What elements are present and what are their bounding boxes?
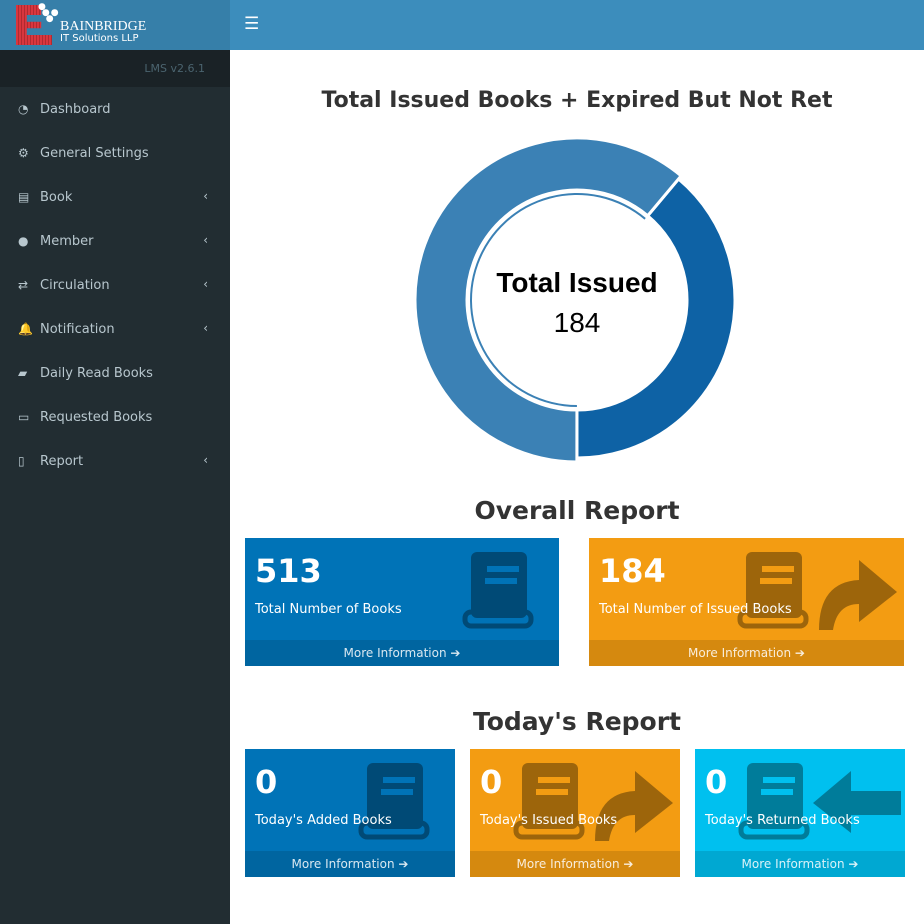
today-stat-box: 0 Today's Issued Books More Information ➔ [470, 749, 680, 877]
book-icon [358, 763, 430, 840]
todays-report-title: Today's Report [473, 707, 681, 736]
book-icon: ▤ [18, 190, 30, 204]
version-label: LMS v2.6.1 [0, 50, 230, 87]
book-icon [462, 552, 534, 629]
book-icon [738, 763, 810, 840]
chart-title: Total Issued Books + Expired But Not Ret [321, 88, 833, 113]
sidebar-item-general-settings[interactable]: ⚙ General Settings [0, 131, 230, 175]
sidebar-item-label: Daily Read Books [40, 365, 153, 381]
sidebar-item-report[interactable]: ▯ Report ‹ [0, 439, 230, 483]
sidebar: LMS v2.6.1 ◔ Dashboard ⚙ General Settings ▤ B… [0, 50, 230, 924]
sidebar-item-label: Book [40, 189, 73, 205]
more-information-link[interactable]: More Information ➔ [695, 851, 905, 877]
chevron-left-icon: ‹ [203, 189, 208, 203]
donut-center-value: 184 [554, 307, 601, 338]
stat-value: 0 [705, 763, 728, 801]
sidebar-item-label: Requested Books [40, 409, 153, 425]
more-information-link[interactable]: More Information ➔ [245, 851, 455, 877]
today-stat-box: 0 Today's Returned Books More Information … [695, 749, 905, 877]
arrow-circle-right-icon: ➔ [623, 857, 634, 871]
sidebar-item-label: General Settings [40, 145, 149, 161]
sidebar-item-label: Dashboard [40, 101, 111, 117]
sidebar-item-notification[interactable]: 🔔 Notification ‹ [0, 307, 230, 351]
chevron-left-icon: ‹ [203, 233, 208, 247]
sidebar-item-daily-read-books[interactable]: ▰ Daily Read Books [0, 351, 230, 395]
dashboard-icon: ◔ [18, 102, 29, 116]
more-information-link[interactable]: More Information ➔ [245, 640, 559, 666]
issued-donut-chart: Total Issued 184 [413, 138, 737, 464]
sidebar-item-requested-books[interactable]: ▭ Requested Books [0, 395, 230, 439]
brand-logo[interactable]: ● ●● ● BAINBRIDGE IT Solutions LLP [0, 0, 230, 50]
chevron-left-icon: ‹ [203, 277, 208, 291]
logo-dots: ● ●● ● [38, 2, 60, 24]
more-information-link[interactable]: More Information ➔ [470, 851, 680, 877]
sidebar-item-label: Circulation [40, 277, 110, 293]
overall-report-title: Overall Report [474, 496, 680, 525]
stat-label: Total Number of Issued Books [599, 602, 792, 617]
reply-arrow-icon [813, 771, 901, 833]
arrow-circle-right-icon: ➔ [848, 857, 859, 871]
stat-value: 0 [480, 763, 503, 801]
main-content: Total Issued Books + Expired But Not Ret… [230, 50, 924, 924]
more-information-label: More Information [688, 646, 792, 660]
book-icon [737, 552, 809, 629]
overall-stat-box: 184 Total Number of Issued Books More Info… [589, 538, 904, 666]
chevron-left-icon: ‹ [203, 321, 208, 335]
brand-name: BAINBRIDGE [60, 19, 147, 34]
stat-label: Today's Added Books [255, 813, 392, 828]
gears-icon: ⚙ [18, 146, 29, 160]
stat-value: 0 [255, 763, 278, 801]
donut-segment[interactable] [575, 176, 737, 460]
more-information-label: More Information [291, 857, 395, 871]
overall-stat-box: 513 Total Number of Books More Information… [245, 538, 559, 666]
chevron-left-icon: ‹ [203, 453, 208, 467]
user-icon: ● [18, 234, 29, 248]
inbox-icon: ▭ [18, 410, 30, 424]
donut-center-label: Total Issued [496, 267, 657, 298]
more-information-label: More Information [343, 646, 447, 660]
arrow-circle-right-icon: ➔ [398, 857, 409, 871]
share-arrow-icon [819, 560, 897, 630]
sidebar-item-member[interactable]: ● Member ‹ [0, 219, 230, 263]
stat-label: Today's Issued Books [480, 813, 618, 828]
top-navbar: ☰ [230, 0, 924, 50]
retweet-icon: ⇄ [18, 278, 29, 292]
sidebar-item-label: Report [40, 453, 84, 469]
brand-sub: IT Solutions LLP [60, 33, 139, 44]
file-pdf-icon: ▯ [18, 454, 25, 468]
today-stat-box: 0 Today's Added Books More Information ➔ [245, 749, 455, 877]
sidebar-menu: ◔ Dashboard ⚙ General Settings ▤ Book ‹ ● Member… [0, 87, 230, 483]
more-information-label: More Information [516, 857, 620, 871]
sidebar-item-dashboard[interactable]: ◔ Dashboard [0, 87, 230, 131]
sidebar-item-book[interactable]: ▤ Book ‹ [0, 175, 230, 219]
bell-icon: 🔔 [18, 322, 33, 336]
share-arrow-icon [595, 771, 673, 841]
stat-value: 184 [599, 552, 666, 590]
stat-label: Total Number of Books [255, 602, 402, 617]
book-icon [513, 763, 585, 840]
folder-open-icon: ▰ [18, 366, 28, 380]
stat-value: 513 [255, 552, 322, 590]
donut-segment[interactable] [413, 138, 684, 464]
more-information-link[interactable]: More Information ➔ [589, 640, 904, 666]
arrow-circle-right-icon: ➔ [794, 646, 805, 660]
more-information-label: More Information [741, 857, 845, 871]
sidebar-item-circulation[interactable]: ⇄ Circulation ‹ [0, 263, 230, 307]
stat-label: Today's Returned Books [705, 813, 860, 828]
hamburger-icon[interactable]: ☰ [244, 14, 260, 34]
sidebar-item-label: Member [40, 233, 94, 249]
arrow-circle-right-icon: ➔ [450, 646, 461, 660]
sidebar-item-label: Notification [40, 321, 115, 337]
